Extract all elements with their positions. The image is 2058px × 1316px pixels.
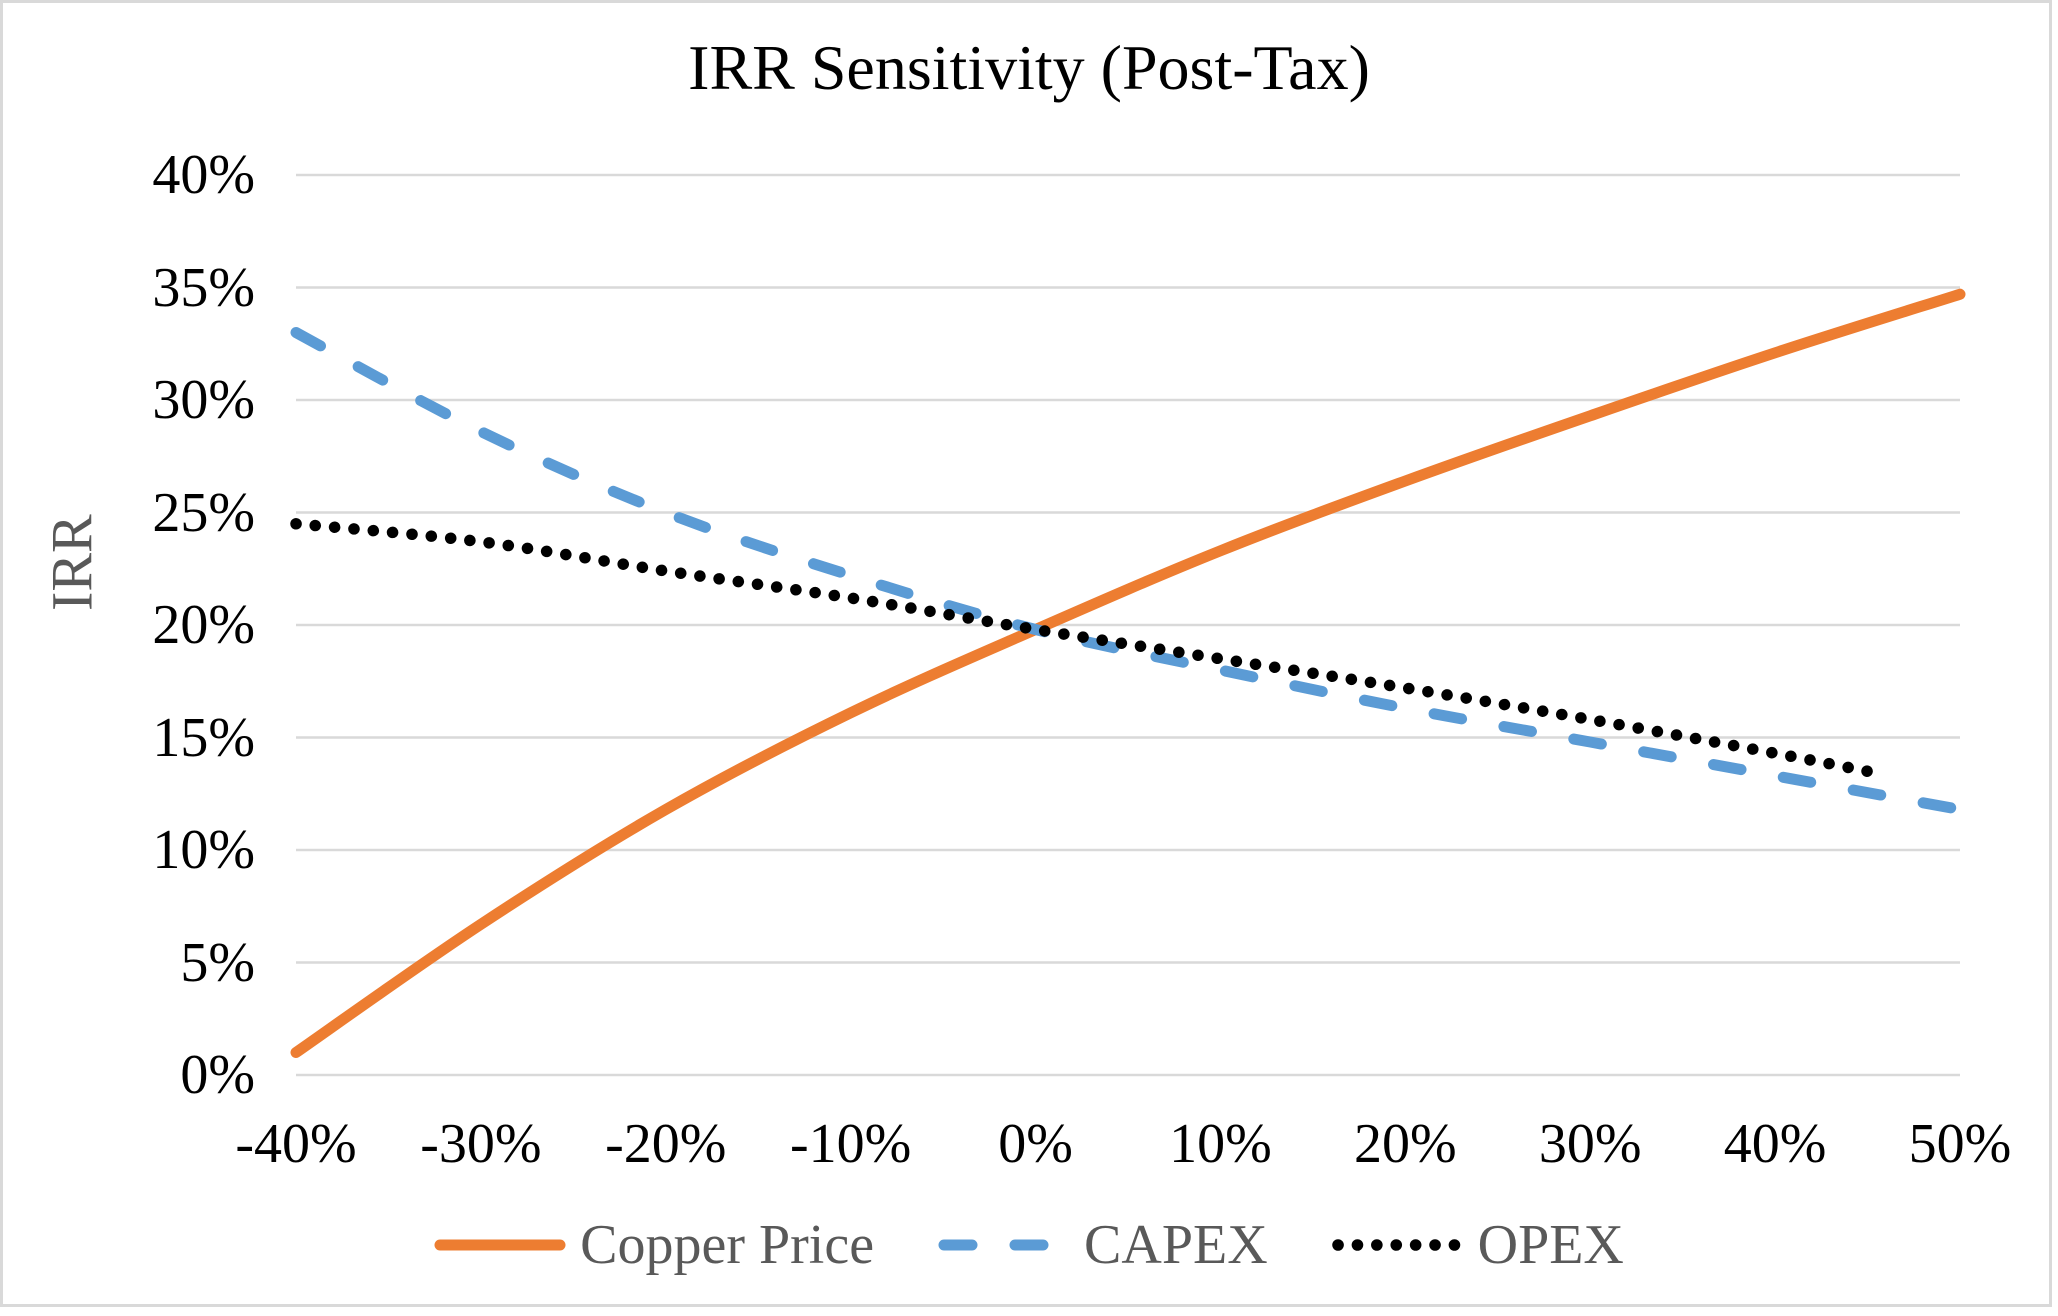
- legend-swatch-dashed-line-icon: [938, 1239, 1070, 1251]
- x-tick-label: 0%: [998, 1113, 1073, 1175]
- x-tick-label: 30%: [1538, 1113, 1642, 1175]
- x-tick-label: -30%: [420, 1113, 542, 1175]
- y-tick-label: 15%: [152, 706, 255, 769]
- y-tick-label: 20%: [152, 594, 255, 656]
- legend-item-capex: CAPEX: [938, 1213, 1268, 1277]
- series-line-capex: [290, 327, 1966, 815]
- series-line-copper-price: [290, 288, 1966, 1058]
- x-tick-label: 40%: [1723, 1113, 1827, 1175]
- x-tick-label: -20%: [605, 1113, 727, 1175]
- x-tick-label: 20%: [1354, 1113, 1457, 1175]
- y-tick-label: 25%: [152, 481, 255, 544]
- series-line-opex: [290, 518, 1874, 778]
- chart-title: IRR Sensitivity (Post-Tax): [688, 32, 1370, 103]
- y-tick-label: 35%: [152, 256, 255, 319]
- legend-label: Copper Price: [580, 1214, 875, 1276]
- y-tick-label: 0%: [180, 1044, 255, 1106]
- legend: Copper Price CAPEX OPEX: [3, 1195, 2055, 1295]
- plot-area: [290, 173, 1966, 1077]
- y-tick-label: 10%: [152, 819, 255, 881]
- legend-label: CAPEX: [1084, 1214, 1268, 1276]
- legend-item-copper-price: Copper Price: [434, 1213, 874, 1277]
- legend-label: OPEX: [1477, 1214, 1624, 1276]
- x-tick-label: -10%: [790, 1113, 912, 1175]
- legend-swatch-dotted-line-icon: [1331, 1239, 1464, 1251]
- x-tick-label: 10%: [1169, 1113, 1272, 1175]
- legend-item-opex: OPEX: [1331, 1213, 1624, 1277]
- y-tick-label: 30%: [152, 369, 255, 431]
- legend-swatch-solid-line-icon: [434, 1239, 566, 1251]
- x-tick-label: -40%: [235, 1113, 357, 1175]
- y-tick-label: 5%: [180, 931, 255, 994]
- x-tick-label: 50%: [1908, 1113, 2012, 1175]
- y-tick-label: 40%: [152, 144, 255, 206]
